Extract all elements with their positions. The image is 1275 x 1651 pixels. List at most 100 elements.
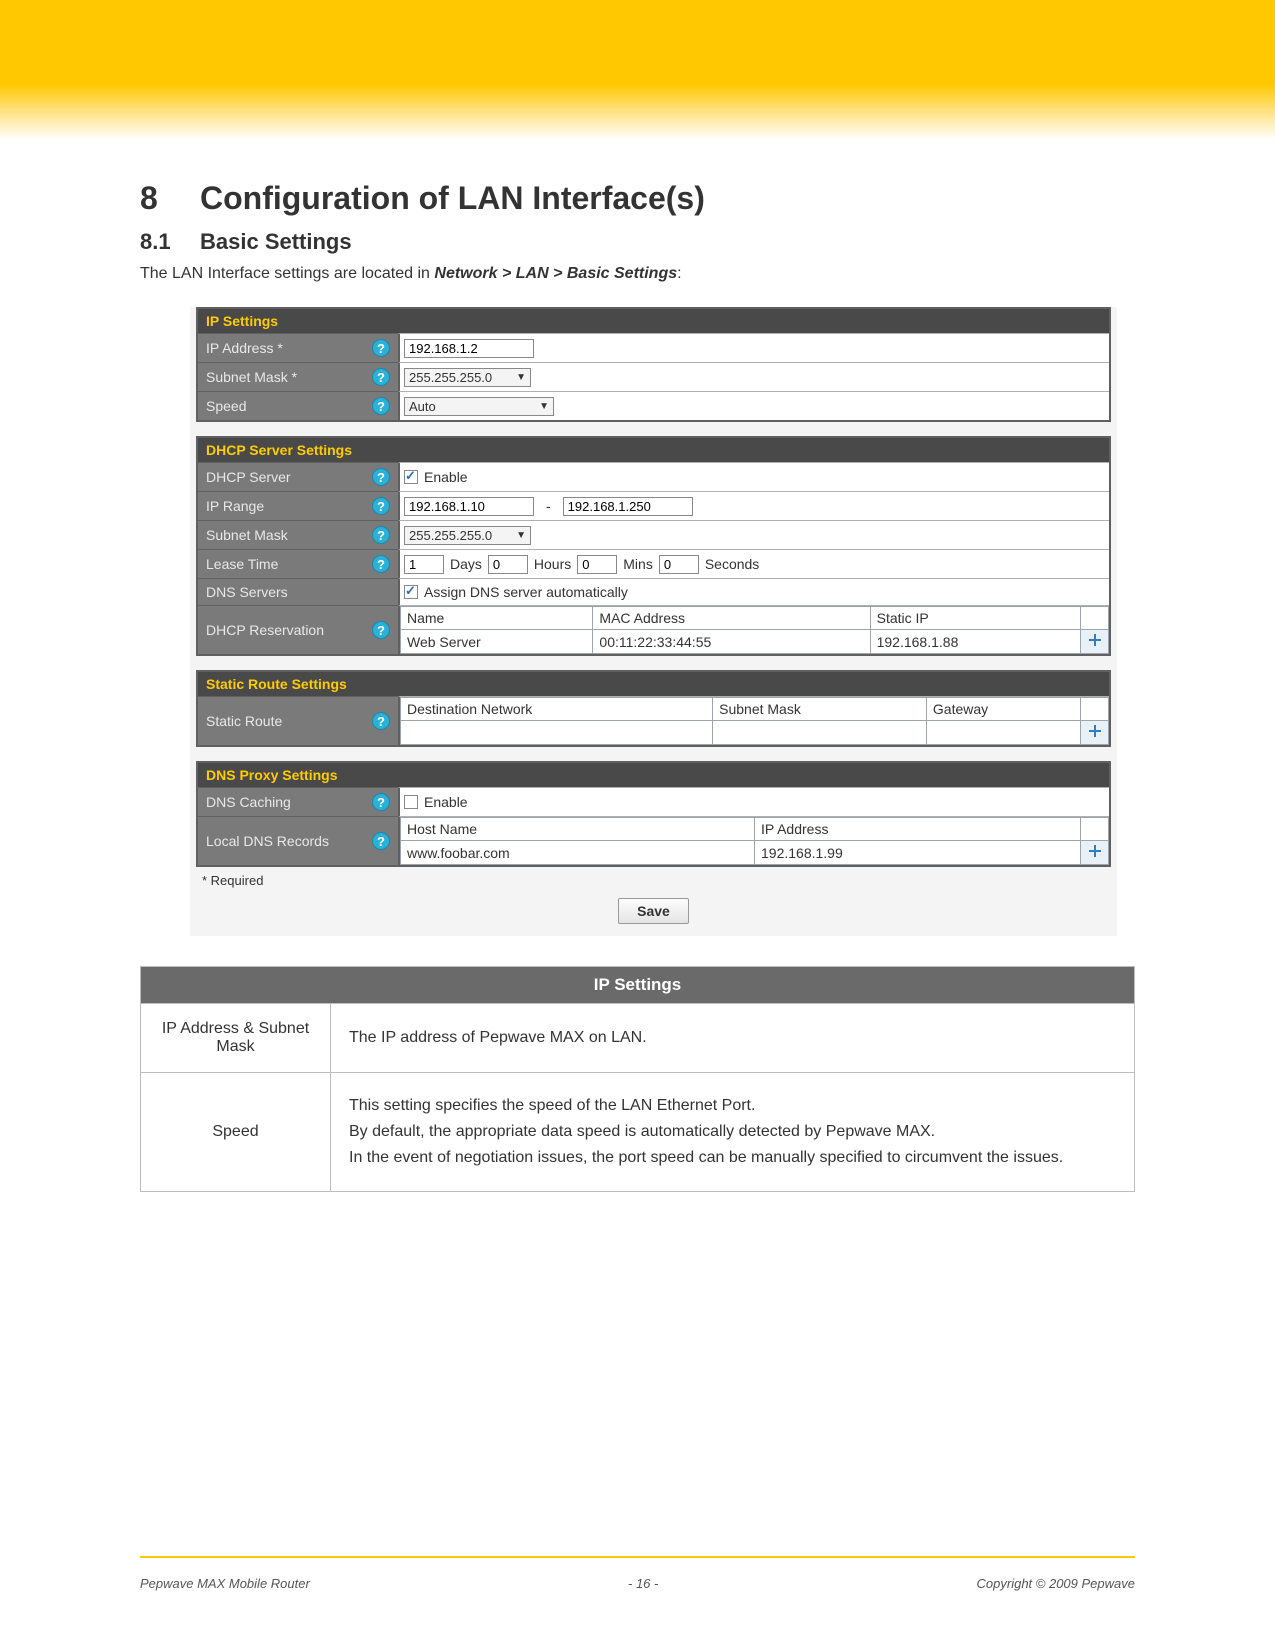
help-icon[interactable]: ? [372,621,390,639]
ip-range-row: IP Range ? - [198,491,1109,520]
cell-mac: 00:11:22:33:44:55 [593,630,870,654]
dns-caching-enable-label: Enable [424,794,468,810]
table-row: Destination Network Subnet Mask Gateway [401,698,1109,721]
cell-host: www.foobar.com [401,841,755,865]
lease-mins-label: Mins [623,556,653,572]
col-ip: IP Address [755,818,1081,841]
dhcp-mask-value: 255.255.255.0 [409,528,492,543]
dns-auto-label: Assign DNS server automatically [424,584,628,600]
ip-range-from-input[interactable] [404,497,534,516]
plus-icon [1088,844,1102,858]
table-row: IP Address & Subnet Mask The IP address … [141,1004,1135,1073]
page-footer: Pepwave MAX Mobile Router - 16 - Copyrig… [0,1556,1275,1591]
static-route-table: Destination Network Subnet Mask Gateway [400,697,1109,745]
ip-address-label: IP Address * [206,340,283,356]
subsection-number: 8.1 [140,229,200,255]
dhcp-mask-label: Subnet Mask [206,527,288,543]
dns-caching-row: DNS Caching ? Enable [198,787,1109,816]
help-icon[interactable]: ? [372,712,390,730]
cell-name: Web Server [401,630,593,654]
help-icon[interactable]: ? [372,832,390,850]
static-route-header: Static Route Settings [198,672,1109,696]
help-icon[interactable]: ? [372,555,390,573]
save-button[interactable]: Save [618,898,689,924]
lease-secs-label: Seconds [705,556,759,572]
dhcp-server-row: DHCP Server ? Enable [198,462,1109,491]
dhcp-enable-label: Enable [424,469,468,485]
help-icon[interactable]: ? [372,526,390,544]
speed-value: Auto [409,399,436,414]
plus-icon [1088,724,1102,738]
help-icon[interactable]: ? [372,497,390,515]
desc-row1-text: The IP address of Pepwave MAX on LAN. [331,1004,1135,1073]
lease-time-row: Lease Time ? Days Hours Mins Seconds [198,549,1109,578]
lease-hours-input[interactable] [488,555,528,574]
intro-prefix: The LAN Interface settings are located i… [140,265,434,282]
static-route-row: Static Route ? Destination Network Subne… [198,696,1109,745]
intro-text: The LAN Interface settings are located i… [140,265,1135,283]
config-screenshot: IP Settings IP Address * ? Subnet Mask *… [190,307,1117,936]
subnet-mask-label: Subnet Mask * [206,369,297,385]
plus-icon [1088,633,1102,647]
table-row: Name MAC Address Static IP [401,607,1109,630]
breadcrumb-path: Network > LAN > Basic Settings [434,265,677,282]
col-mask: Subnet Mask [713,698,927,721]
help-icon[interactable]: ? [372,368,390,386]
desc-row1-label: IP Address & Subnet Mask [141,1004,331,1073]
help-icon[interactable]: ? [372,339,390,357]
subnet-mask-select[interactable]: 255.255.255.0 ▼ [404,368,531,387]
chevron-down-icon: ▼ [516,530,526,541]
lease-time-label: Lease Time [206,556,278,572]
col-host: Host Name [401,818,755,841]
intro-suffix: : [677,265,681,282]
col-mac: MAC Address [593,607,870,630]
lease-mins-input[interactable] [577,555,617,574]
speed-select[interactable]: Auto ▼ [404,397,554,416]
help-icon[interactable]: ? [372,793,390,811]
subsection-heading: 8.1Basic Settings [140,229,1135,255]
footer-right: Copyright © 2009 Pepwave [977,1576,1135,1591]
dns-servers-label: DNS Servers [206,584,288,600]
ip-settings-block: IP Settings IP Address * ? Subnet Mask *… [196,307,1111,422]
dhcp-enable-checkbox[interactable] [404,470,418,484]
help-icon[interactable]: ? [372,468,390,486]
ip-range-label: IP Range [206,498,264,514]
dhcp-mask-select[interactable]: 255.255.255.0 ▼ [404,526,531,545]
ip-address-row: IP Address * ? [198,333,1109,362]
section-number: 8 [140,180,200,217]
desc-row2-p3: In the event of negotiation issues, the … [349,1149,1116,1167]
dhcp-settings-block: DHCP Server Settings DHCP Server ? Enabl… [196,436,1111,656]
add-dns-record-button[interactable] [1081,841,1109,865]
local-dns-label: Local DNS Records [206,833,329,849]
chevron-down-icon: ▼ [539,401,549,412]
section-heading: 8Configuration of LAN Interface(s) [140,180,1135,217]
ip-address-input[interactable] [404,339,534,358]
dhcp-reservation-row: DHCP Reservation ? Name MAC Address Stat… [198,605,1109,654]
dhcp-server-label: DHCP Server [206,469,291,485]
dns-auto-checkbox[interactable] [404,585,418,599]
dns-servers-row: DNS Servers Assign DNS server automatica… [198,578,1109,605]
desc-row2-p1: This setting specifies the speed of the … [349,1097,1116,1115]
dns-caching-label: DNS Caching [206,794,291,810]
section-title: Configuration of LAN Interface(s) [200,180,705,216]
add-static-route-button[interactable] [1081,721,1109,745]
cell-ip: 192.168.1.99 [755,841,1081,865]
ip-range-to-input[interactable] [563,497,693,516]
col-name: Name [401,607,593,630]
lease-days-label: Days [450,556,482,572]
lease-days-input[interactable] [404,555,444,574]
cell-ip: 192.168.1.88 [870,630,1080,654]
lease-secs-input[interactable] [659,555,699,574]
dhcp-reservation-table: Name MAC Address Static IP Web Server 00… [400,606,1109,654]
desc-row2-p2: By default, the appropriate data speed i… [349,1123,1116,1141]
help-icon[interactable]: ? [372,397,390,415]
dns-caching-checkbox[interactable] [404,795,418,809]
speed-label: Speed [206,398,246,414]
static-route-label: Static Route [206,713,282,729]
add-reservation-button[interactable] [1081,630,1109,654]
footer-center: - 16 - [628,1576,658,1591]
table-row: Host Name IP Address [401,818,1109,841]
chevron-down-icon: ▼ [516,372,526,383]
table-row: Speed This setting specifies the speed o… [141,1073,1135,1192]
col-static-ip: Static IP [870,607,1080,630]
